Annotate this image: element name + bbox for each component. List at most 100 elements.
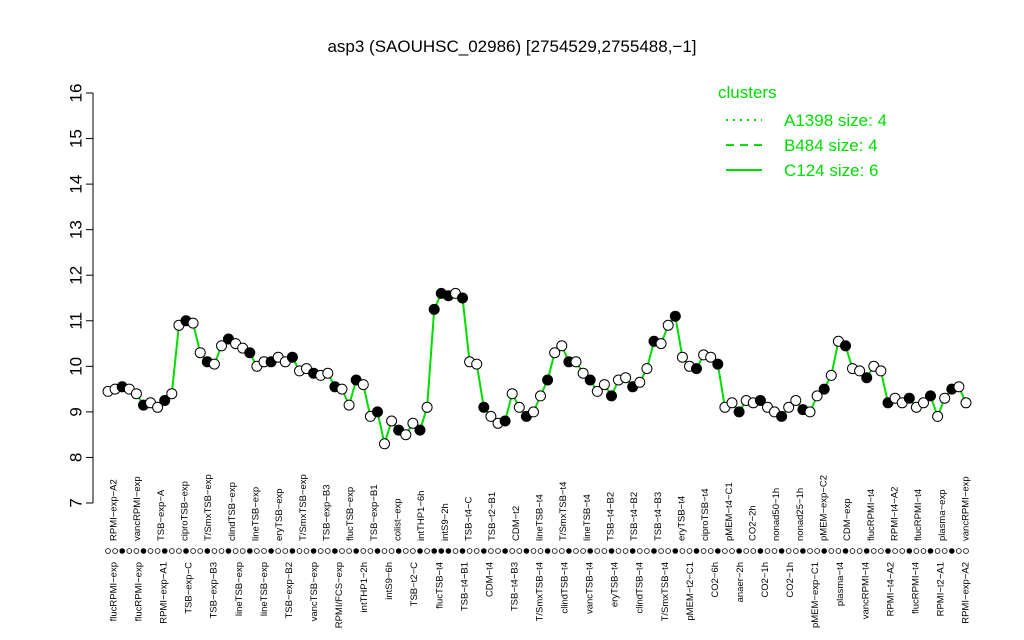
- chart-title: asp3 (SAOUHSC_02986) [2754529,2755488,−1…: [327, 37, 696, 56]
- rug-mark: [785, 548, 792, 554]
- rug-mark: [764, 548, 771, 554]
- data-point: [804, 406, 816, 418]
- x-tick-label: vancRPMI−t4: [860, 562, 871, 619]
- data-point: [556, 340, 568, 352]
- y-tick-label: 15: [66, 129, 85, 148]
- rug-mark: [112, 548, 118, 554]
- data-point: [478, 401, 490, 413]
- rug-mark: [800, 548, 806, 554]
- rug-mark: [629, 548, 636, 554]
- data-point: [286, 351, 298, 363]
- data-point: [513, 401, 525, 413]
- rug-mark: [410, 548, 416, 554]
- data-point: [570, 356, 582, 368]
- data-point: [244, 347, 256, 359]
- rug-mark: [878, 548, 884, 554]
- data-point: [216, 340, 227, 352]
- rug-mark: [133, 548, 140, 554]
- rug-mark: [126, 548, 133, 554]
- data-point: [535, 390, 546, 402]
- x-tick-label: TSB−exp−B1: [369, 484, 380, 541]
- x-tick-label: vancRPMI−exp: [961, 476, 972, 541]
- rug-mark: [870, 548, 877, 554]
- y-tick-label: 11: [66, 312, 85, 330]
- rug-mark: [948, 548, 955, 554]
- x-tick-label: TSB−t2−C: [409, 562, 420, 606]
- rug-mark: [310, 548, 317, 554]
- rug-mark: [516, 548, 523, 554]
- x-tick-label: T/SmxTSB−exp: [203, 474, 214, 541]
- rug-mark: [381, 548, 388, 554]
- x-tick-label: colist−exp: [393, 498, 404, 541]
- rug-mark: [544, 548, 551, 554]
- series-line: [107, 292, 967, 448]
- data-point: [549, 347, 561, 359]
- x-tick-label: T/SmxTSB−exp: [298, 474, 309, 541]
- x-tick-label: RPMI−exp−A2: [109, 479, 120, 541]
- x-axis-lower: flucRPMI−exp flucRPMI−exp RPMI−exp−A1 TSB−e…: [109, 562, 972, 628]
- x-tick-label: clindTSB−t4: [635, 562, 646, 614]
- x-tick-label: intTHP1−6h: [416, 491, 427, 541]
- rug-mark: [693, 548, 700, 554]
- rug-mark: [431, 548, 438, 554]
- rug-mark: [495, 548, 501, 554]
- legend-label-c124: C124 size: 6: [784, 161, 879, 180]
- legend-title: clusters: [718, 83, 777, 102]
- x-tick-label: lineTSB−exp: [259, 562, 270, 616]
- rug-mark: [218, 548, 225, 554]
- rug-mark: [197, 548, 204, 554]
- data-point: [194, 347, 206, 359]
- rug-mark: [743, 548, 749, 554]
- x-tick-label: lineTSB−exp: [234, 562, 245, 616]
- x-tick-label: CO2−2h: [748, 505, 759, 541]
- rug-mark: [488, 548, 494, 554]
- x-tick-label: TSB−t4−C: [464, 497, 475, 541]
- data-point: [499, 415, 511, 427]
- rug-mark: [651, 548, 657, 554]
- data-point: [343, 399, 355, 411]
- data-point: [584, 374, 596, 386]
- data-point: [875, 365, 887, 377]
- rug-mark: [736, 548, 742, 554]
- rug-mark: [594, 548, 601, 554]
- data-point: [790, 395, 802, 406]
- data-point: [471, 358, 483, 370]
- data-point: [414, 424, 426, 436]
- rug-mark: [750, 548, 757, 554]
- x-tick-label: RPMI−t4−A2: [890, 487, 901, 541]
- x-tick-label: flucRPMI−t4: [913, 489, 924, 541]
- rug-mark: [346, 548, 352, 554]
- x-tick-label: intS9−6h: [384, 562, 395, 600]
- x-tick-label: flucRPMI−t4: [910, 562, 921, 614]
- rug-mark: [296, 548, 303, 554]
- rug-mark: [686, 548, 693, 554]
- rug-mark: [204, 548, 211, 554]
- rug-mark: [672, 548, 679, 554]
- y-tick-label: 16: [66, 84, 85, 103]
- rug-mark: [353, 548, 360, 554]
- x-tick-label: RPMI/FCS−exp: [334, 562, 345, 628]
- rug-mark: [601, 548, 608, 554]
- x-tick-label: TSB−t4−B2: [629, 492, 640, 541]
- rug-mark: [551, 548, 558, 554]
- rug-mark: [608, 548, 615, 554]
- rug-mark: [828, 548, 835, 554]
- rug-mark: [282, 548, 289, 554]
- x-tick-label: nonad25−1h: [795, 488, 806, 541]
- rug-mark: [523, 548, 530, 554]
- x-tick-label: TSB−t4−B3: [509, 562, 520, 611]
- rug-mark: [254, 548, 260, 554]
- data-point: [386, 415, 398, 427]
- data-point: [932, 410, 944, 422]
- x-tick-label: T/SmxTSB−t4: [535, 562, 546, 621]
- rug-mark: [232, 548, 239, 554]
- x-tick-label: TSB−exp−B2: [284, 562, 295, 619]
- rug-mark: [771, 548, 778, 554]
- data-point: [691, 363, 702, 375]
- rug-mark: [913, 548, 920, 554]
- rug-mark: [558, 548, 565, 554]
- x-tick-label: TSB−t2−B1: [487, 492, 498, 541]
- data-point: [712, 358, 724, 370]
- data-point: [591, 385, 603, 397]
- data-point: [485, 410, 497, 422]
